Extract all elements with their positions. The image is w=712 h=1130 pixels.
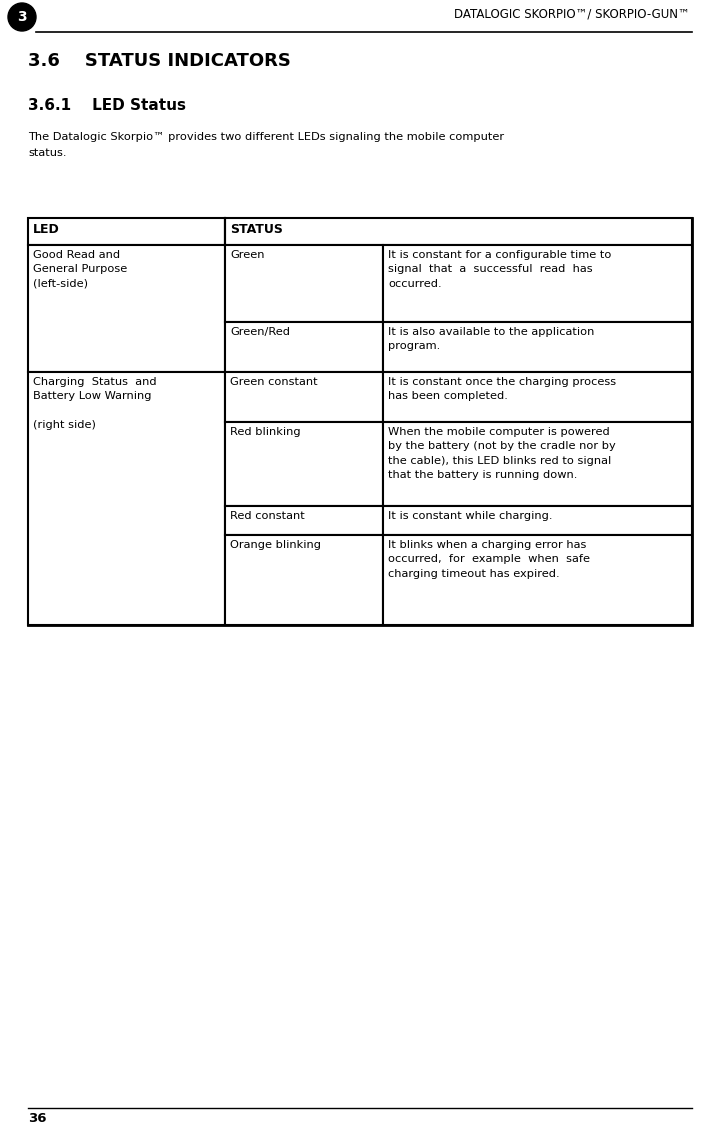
Text: Red blinking: Red blinking (230, 427, 300, 437)
Text: 3: 3 (17, 10, 27, 24)
Bar (28, 218, 692, 625)
Text: When the mobile computer is powered
by the battery (not by the cradle nor by
the: When the mobile computer is powered by t… (388, 427, 616, 480)
Bar (225, 421, 383, 506)
Bar (225, 506, 383, 534)
Text: LED: LED (33, 223, 60, 236)
Text: Red constant: Red constant (230, 511, 305, 521)
Text: 3.6.1    LED Status: 3.6.1 LED Status (28, 98, 186, 113)
Text: STATUS: STATUS (230, 223, 283, 236)
Text: Green constant: Green constant (230, 377, 318, 386)
Bar (225, 534, 383, 625)
Text: 36: 36 (28, 1112, 46, 1125)
Text: DATALOGIC SKORPIO™/ SKORPIO-GUN™: DATALOGIC SKORPIO™/ SKORPIO-GUN™ (454, 8, 690, 20)
Bar (28, 218, 225, 245)
Text: Charging  Status  and
Battery Low Warning

(right side): Charging Status and Battery Low Warning … (33, 377, 157, 431)
Bar (225, 372, 383, 421)
Text: status.: status. (28, 148, 66, 158)
Text: It blinks when a charging error has
occurred,  for  example  when  safe
charging: It blinks when a charging error has occu… (388, 540, 590, 579)
Text: 3.6    STATUS INDICATORS: 3.6 STATUS INDICATORS (28, 52, 291, 70)
Bar (383, 372, 692, 421)
Text: It is constant for a configurable time to
signal  that  a  successful  read  has: It is constant for a configurable time t… (388, 250, 612, 289)
Bar (383, 534, 692, 625)
Text: Orange blinking: Orange blinking (230, 540, 321, 550)
Text: Good Read and
General Purpose
(left-side): Good Read and General Purpose (left-side… (33, 250, 127, 289)
Bar (225, 322, 383, 372)
Bar (383, 421, 692, 506)
Bar (225, 245, 383, 322)
Text: It is constant while charging.: It is constant while charging. (388, 511, 553, 521)
Text: The Datalogic Skorpio™ provides two different LEDs signaling the mobile computer: The Datalogic Skorpio™ provides two diff… (28, 132, 504, 142)
Bar (225, 218, 692, 245)
Bar (28, 245, 225, 372)
Bar (28, 372, 225, 625)
Bar (383, 245, 692, 322)
Bar (383, 322, 692, 372)
Text: It is also available to the application
program.: It is also available to the application … (388, 327, 595, 351)
Text: Green: Green (230, 250, 264, 260)
Circle shape (8, 3, 36, 31)
Bar (383, 506, 692, 534)
Text: It is constant once the charging process
has been completed.: It is constant once the charging process… (388, 377, 616, 401)
Text: Green/Red: Green/Red (230, 327, 290, 337)
